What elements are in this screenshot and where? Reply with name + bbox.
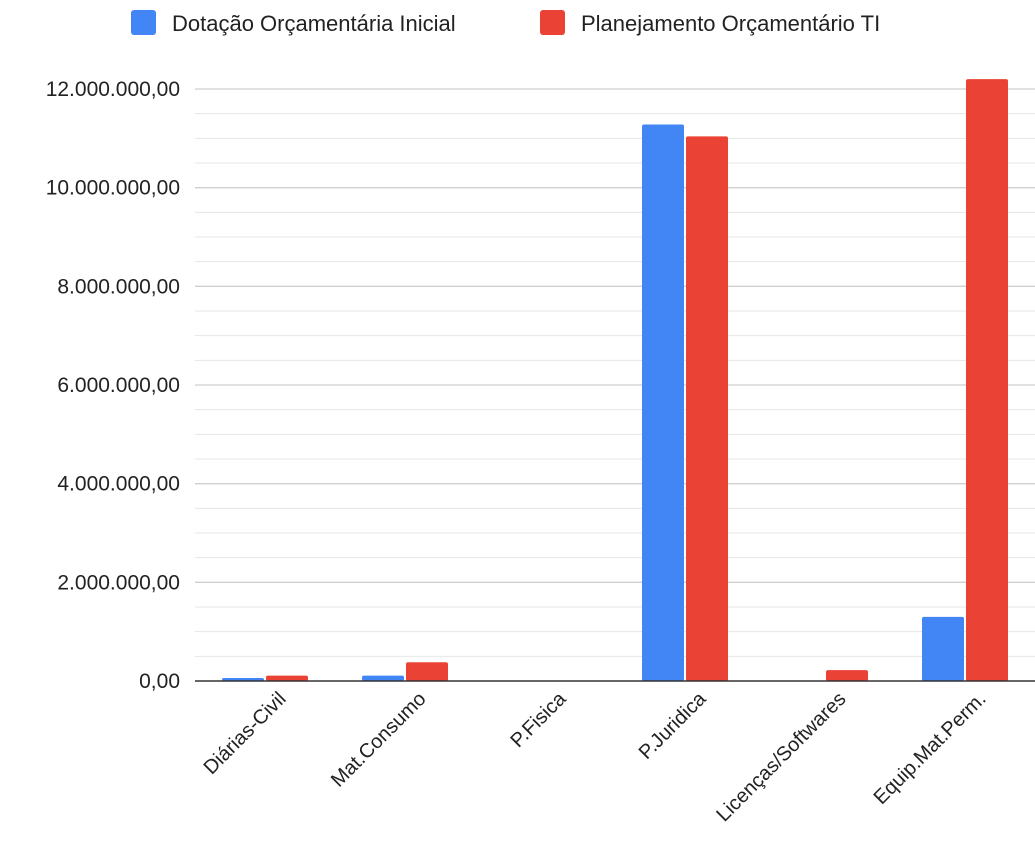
legend-label: Dotação Orçamentária Inicial [172, 11, 456, 36]
y-tick-label: 2.000.000,00 [57, 571, 180, 594]
bar-dotacao [642, 124, 684, 681]
x-category-label: Mat.Consumo [327, 688, 431, 792]
bar-planejamento [266, 675, 308, 681]
chart-legend: Dotação Orçamentária Inicial Planejamento… [131, 10, 880, 36]
bar-planejamento [826, 670, 868, 681]
bar-dotacao [922, 616, 964, 681]
y-tick-label: 10.000.000,00 [46, 177, 180, 200]
legend-swatch [540, 10, 565, 35]
legend-label: Planejamento Orçamentário TI [581, 11, 880, 36]
x-category-label: P.Juridica [635, 687, 711, 763]
chart-bars [222, 79, 1008, 682]
y-axis: 0,00 2.000.000,00 4.000.000,00 6.000.000,00… [46, 78, 180, 693]
x-category-label: Diárias-Civil [200, 688, 291, 779]
bar-dotacao [362, 675, 404, 681]
legend-swatch [131, 10, 156, 35]
y-tick-label: 0,00 [139, 670, 180, 693]
bar-planejamento [686, 136, 728, 682]
y-tick-label: 4.000.000,00 [57, 473, 180, 496]
x-category-label: P.Fisica [507, 687, 572, 752]
x-axis: Diárias-Civil Mat.Consumo P.Fisica P.Juridi… [195, 680, 1035, 826]
x-category-label: Licenças/Softwares [712, 688, 850, 826]
y-tick-label: 6.000.000,00 [57, 374, 180, 397]
chart-gridlines [195, 88, 1035, 657]
y-tick-label: 12.000.000,00 [46, 78, 180, 101]
x-category-label: Equip.Mat.Perm. [870, 688, 991, 809]
y-tick-label: 8.000.000,00 [57, 275, 180, 298]
bar-planejamento [966, 79, 1008, 682]
bar-planejamento [406, 662, 448, 681]
